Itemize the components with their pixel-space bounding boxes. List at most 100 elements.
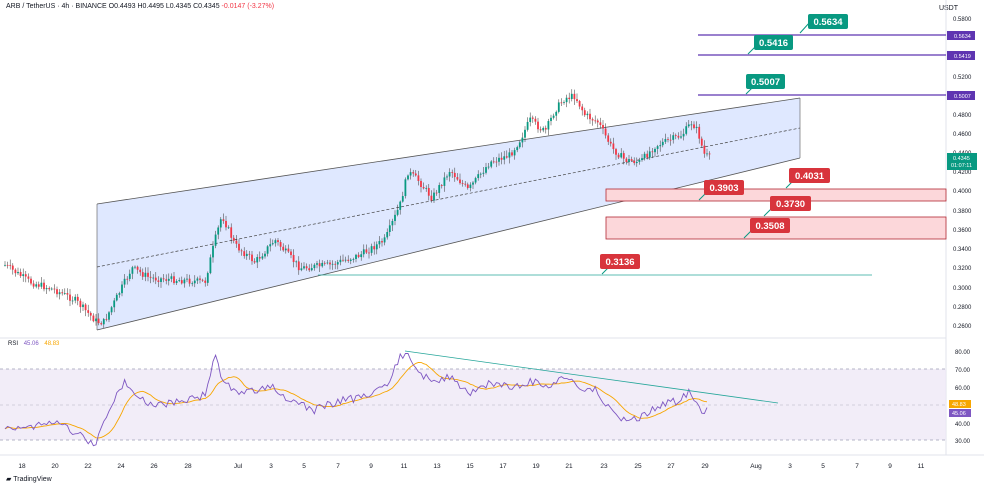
candle [667,139,669,140]
candle [258,257,261,259]
candle [505,156,508,158]
tag-support-2-high[interactable]: 0.3730 [763,196,811,217]
candle [243,251,246,257]
tag-support-1-low[interactable]: 0.3903 [698,180,744,201]
candle [635,161,638,164]
tradingview-logo[interactable]: ▰ TradingView [6,475,52,483]
candle [568,97,571,100]
candle [232,237,235,241]
tag-support-2-low[interactable]: 0.3508 [743,218,790,239]
svg-text:0.3903: 0.3903 [709,183,738,194]
candle [386,231,389,238]
candle [641,158,643,161]
candle [71,300,74,302]
candle [680,136,682,138]
rsi-ma-line[interactable] [4,361,708,439]
candle [271,243,274,245]
candle [685,126,688,134]
candle [381,241,383,243]
candle [422,187,425,189]
candle [391,220,394,226]
candle [284,248,287,251]
candle [622,153,625,159]
candle [331,263,334,265]
candle [638,160,641,162]
candle [472,182,474,185]
channel-lower-line[interactable] [96,157,801,331]
candle [326,262,329,264]
candle [573,93,576,100]
candle [297,261,300,271]
channel-median-line[interactable] [96,127,801,268]
candlestick-series[interactable] [4,89,711,328]
candle [550,117,552,122]
candle [154,277,157,281]
candle [469,184,472,188]
rsi-tick: 30.00 [955,439,971,445]
candle [503,156,506,160]
tag-resistance-mid[interactable]: 0.5007 [745,74,785,95]
time-tick: 23 [600,463,608,470]
candle [537,121,539,130]
candle [401,196,404,202]
axis-tag-last-price: 0.4345 01:07:11 [947,153,977,170]
rsi-axis[interactable]: 80.00 70.00 60.00 40.00 30.00 [955,350,971,445]
candle [500,157,503,160]
candle [191,283,194,285]
candle [417,175,420,181]
candle [599,122,602,126]
price-axis[interactable]: 0.5800 0.5600 0.5200 0.4800 0.4600 0.440… [953,17,972,330]
candle [570,93,573,100]
candle [6,264,9,266]
candle [82,304,84,308]
candle [313,264,316,269]
rsi-line[interactable] [4,352,708,447]
candle [615,149,617,155]
candle [399,201,402,210]
candle [266,246,269,254]
candle [305,266,308,269]
candle [318,263,321,267]
time-tick: 19 [532,463,540,470]
candle [459,179,461,184]
candle [56,289,58,295]
candle [136,266,139,270]
tag-resistance-upper[interactable]: 0.5416 [747,35,793,55]
candle [253,261,256,263]
candle [526,121,529,130]
candle [110,307,113,313]
candle [63,293,66,294]
rsi-ma-value: 48.83 [44,341,60,347]
candle [456,177,459,180]
candle [347,259,350,261]
time-tick: 11 [401,463,408,470]
rsi-tick: 70.00 [955,368,971,374]
tag-support-1-high[interactable]: 0.4031 [785,168,830,189]
candle [256,257,259,263]
candle [74,296,77,301]
time-tick: 7 [336,463,340,470]
channel-upper-line[interactable] [96,97,801,205]
rsi-trendline[interactable] [404,350,779,404]
candle [152,277,155,279]
symbol-header[interactable]: ARB / TetherUS · 4h · BINANCE O0.4493 H0… [6,3,275,10]
candle [586,113,589,116]
candle [435,192,438,194]
candle [607,135,610,142]
candle [334,263,337,265]
candle [700,138,703,146]
candle [453,172,456,178]
tag-support-3[interactable]: 0.3136 [600,254,640,275]
rsi-band [0,369,946,440]
candle [362,249,365,255]
tag-resistance-top[interactable]: 0.5634 [799,14,848,34]
rsi-legend[interactable]: RSI 45.06 48.83 [8,341,59,347]
candle [287,248,290,252]
candle [277,240,279,243]
candle [539,129,542,131]
candle [651,151,654,153]
svg-text:0.4345: 0.4345 [953,156,970,162]
candle [404,179,407,197]
time-axis[interactable]: 18 20 22 24 26 28 Jul 3 5 7 9 11 13 15 17 19 21 23 25 27 29 A… [18,463,924,470]
